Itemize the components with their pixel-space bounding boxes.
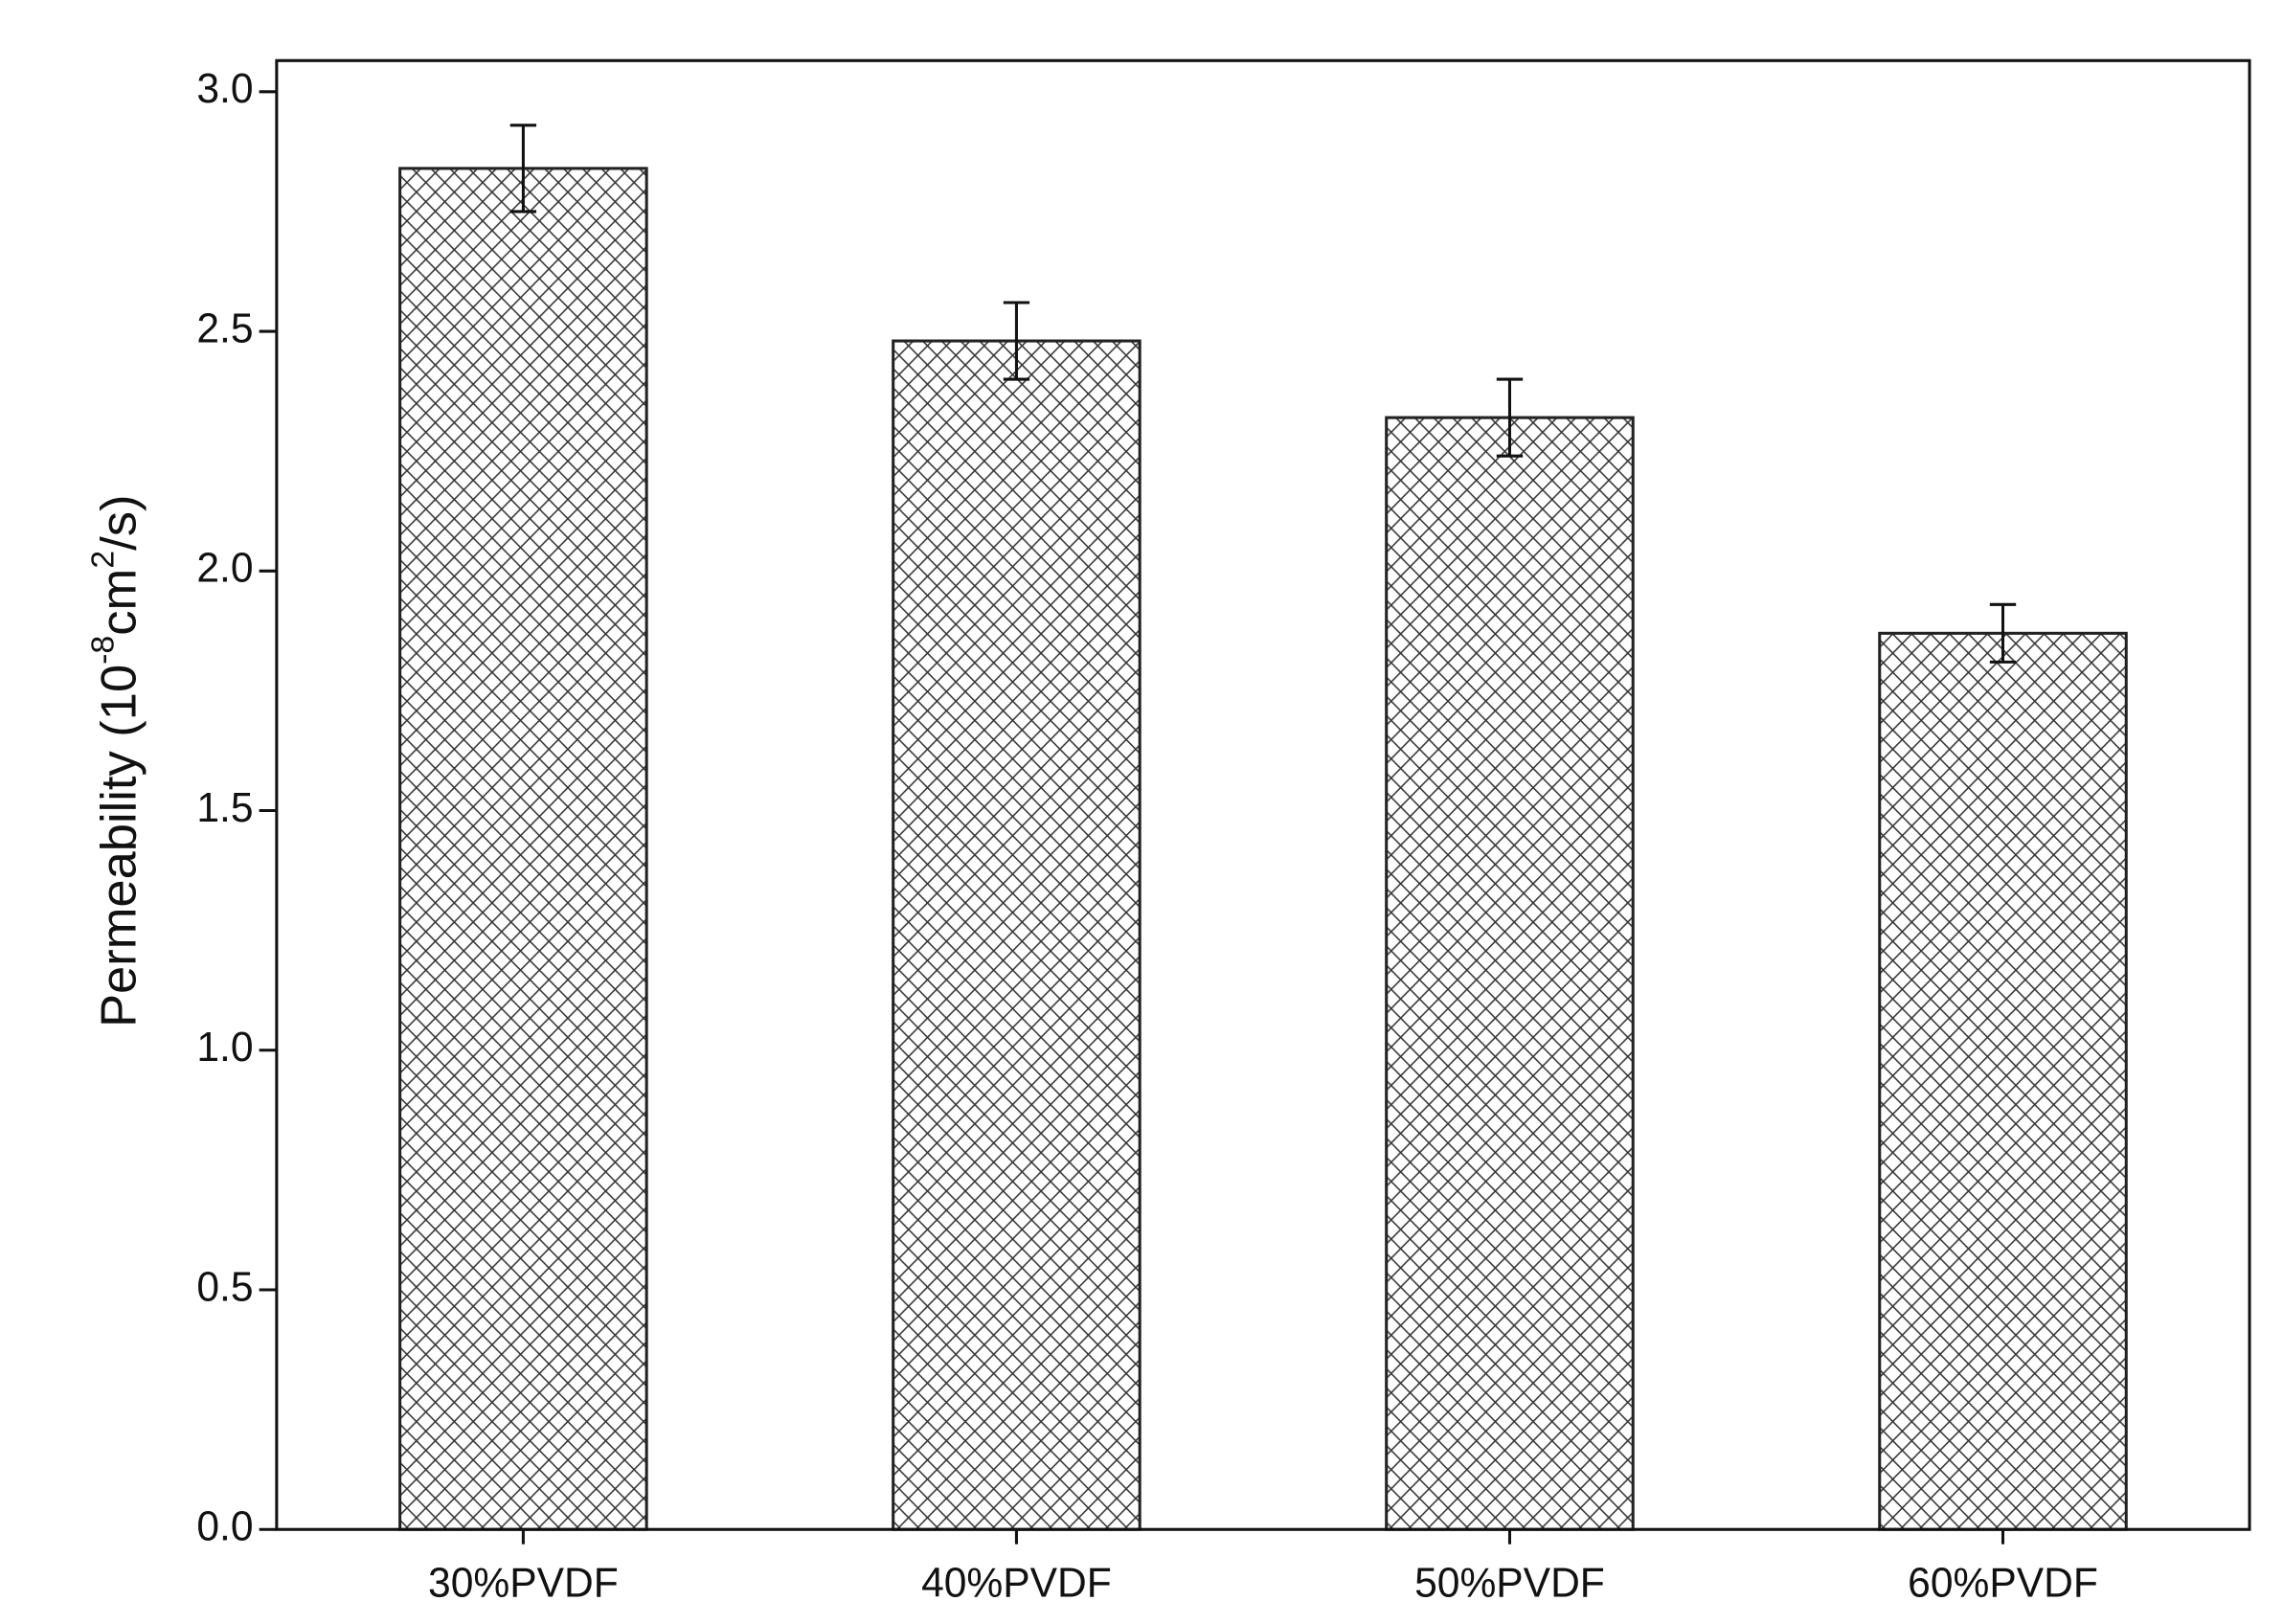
y-tick-label: 0.5 bbox=[196, 1264, 253, 1310]
y-tick-label: 1.5 bbox=[196, 785, 253, 831]
y-label-part: cm bbox=[92, 569, 147, 636]
y-label-part: /s) bbox=[92, 495, 147, 551]
y-label-sup: 2 bbox=[85, 551, 122, 569]
x-tick-label: 40%PVDF bbox=[921, 1560, 1112, 1606]
y-tick-label: 3.0 bbox=[196, 66, 253, 112]
y-label-sup: -8 bbox=[85, 636, 122, 665]
y-tick-label: 0.0 bbox=[196, 1503, 253, 1549]
error-bar bbox=[1003, 301, 1030, 381]
error-bar bbox=[509, 124, 537, 214]
x-tick-label: 50%PVDF bbox=[1414, 1560, 1605, 1606]
y-tick-label: 2.0 bbox=[196, 545, 253, 591]
bar bbox=[892, 339, 1142, 1531]
x-tick-label: 30%PVDF bbox=[428, 1560, 619, 1606]
y-tick-label: 2.5 bbox=[196, 305, 253, 351]
bar bbox=[1385, 416, 1635, 1531]
error-bar bbox=[1989, 602, 2017, 664]
y-axis-label: Permeability (10-8cm2/s) bbox=[85, 495, 147, 1027]
plot-frame bbox=[275, 58, 2251, 1531]
bar bbox=[1878, 631, 2128, 1531]
error-bar bbox=[1496, 377, 1524, 458]
bar bbox=[398, 167, 648, 1531]
y-label-part: Permeability (10 bbox=[92, 665, 147, 1027]
x-tick-label: 60%PVDF bbox=[1908, 1560, 2098, 1606]
y-tick-label: 1.0 bbox=[196, 1025, 253, 1071]
